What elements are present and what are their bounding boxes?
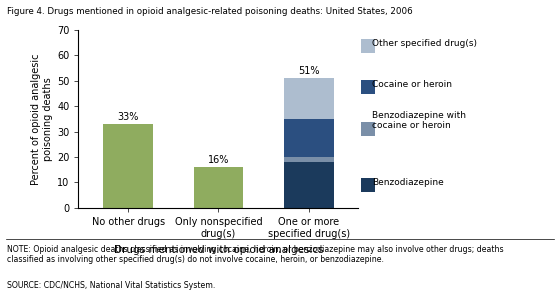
Bar — [284, 78, 334, 119]
Text: 16%: 16% — [208, 155, 229, 165]
X-axis label: Drugs mentioned with opioid analgesics: Drugs mentioned with opioid analgesics — [114, 246, 323, 255]
Text: Benzodiazepine: Benzodiazepine — [372, 178, 444, 187]
Bar — [284, 119, 334, 157]
Bar — [284, 162, 334, 208]
Text: SOURCE: CDC/NCHS, National Vital Statistics System.: SOURCE: CDC/NCHS, National Vital Statist… — [7, 281, 215, 290]
Text: Other specified drug(s): Other specified drug(s) — [372, 39, 477, 48]
Text: Cocaine or heroin: Cocaine or heroin — [372, 80, 452, 89]
Bar — [103, 124, 153, 208]
Text: NOTE: Opioid analgesic deaths classified as involving cocaine, heroin, or benzod: NOTE: Opioid analgesic deaths classified… — [7, 245, 503, 264]
Text: Figure 4. Drugs mentioned in opioid analgesic-related poisoning deaths: United S: Figure 4. Drugs mentioned in opioid anal… — [7, 7, 412, 16]
Bar — [194, 167, 243, 208]
Text: Benzodiazepine with
cocaine or heroin: Benzodiazepine with cocaine or heroin — [372, 110, 466, 130]
Text: 33%: 33% — [118, 112, 139, 122]
Y-axis label: Percent of opioid analgesic
poisoning deaths: Percent of opioid analgesic poisoning de… — [31, 53, 53, 184]
Text: 51%: 51% — [298, 66, 319, 76]
Bar — [284, 157, 334, 162]
